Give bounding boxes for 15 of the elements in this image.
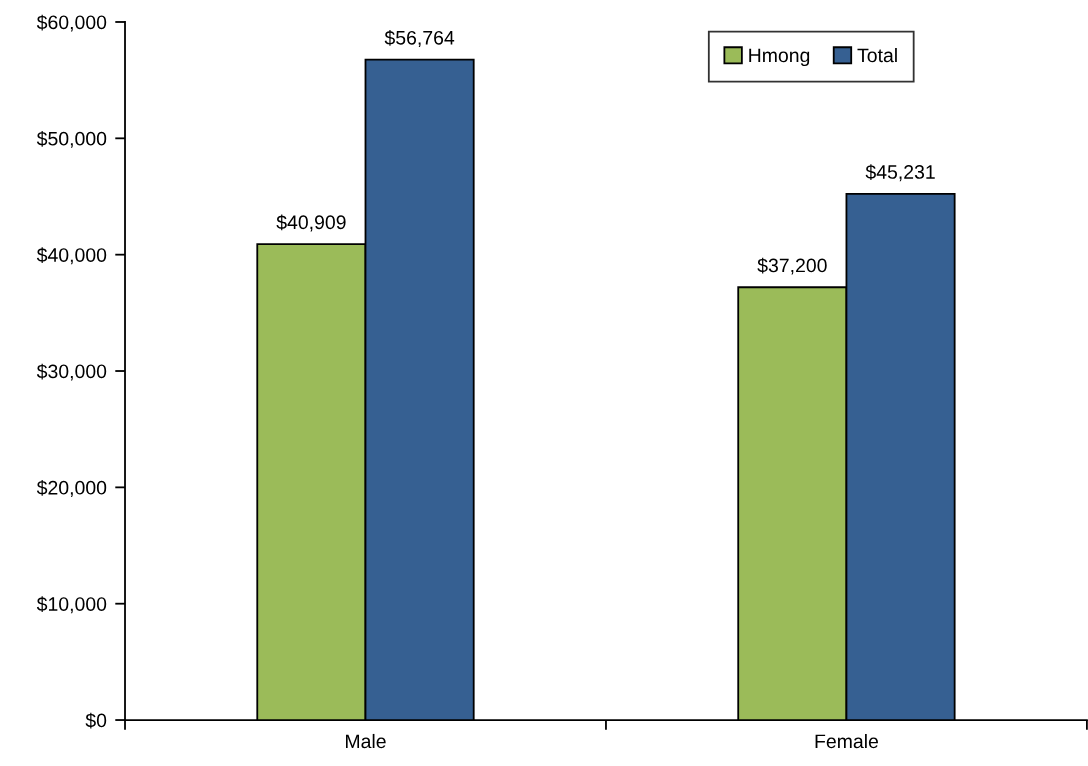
y-tick-label: $0 bbox=[85, 712, 107, 729]
y-tick-label: $10,000 bbox=[36, 596, 107, 614]
legend-label: Total bbox=[857, 47, 897, 63]
x-tick-label: Female bbox=[815, 733, 878, 749]
y-tick-label: $40,000 bbox=[36, 247, 107, 265]
data-label: $56,764 bbox=[384, 30, 455, 47]
y-tick-label: $30,000 bbox=[36, 363, 107, 381]
data-label: $40,909 bbox=[276, 214, 346, 232]
x-tick-label: Male bbox=[346, 733, 386, 749]
legend-label: Hmong bbox=[749, 48, 810, 67]
y-tick-label: $50,000 bbox=[36, 130, 107, 148]
data-label: $37,200 bbox=[757, 257, 827, 275]
y-tick-label: $60,000 bbox=[36, 14, 107, 32]
data-label: $45,231 bbox=[865, 164, 935, 182]
y-tick-label: $20,000 bbox=[36, 480, 107, 497]
